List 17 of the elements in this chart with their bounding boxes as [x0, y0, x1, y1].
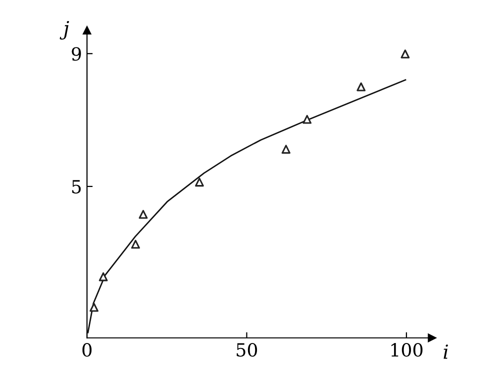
point	[195, 178, 204, 187]
point	[400, 50, 410, 58]
x-tick-label: 100	[391, 343, 422, 357]
line-series	[87, 79, 406, 334]
point	[356, 82, 366, 92]
point	[90, 302, 98, 312]
x-axis-title: i	[444, 344, 448, 359]
point	[282, 144, 290, 154]
x-tick-label: 50	[236, 343, 258, 357]
y-tick-label: 9	[72, 47, 81, 61]
point	[131, 240, 140, 249]
y-tick-label: 5	[72, 180, 81, 194]
point	[98, 272, 108, 282]
point	[302, 114, 312, 124]
y-axis-title: j	[60, 20, 70, 40]
point	[138, 210, 148, 219]
x-tick-label: 0	[82, 343, 92, 357]
